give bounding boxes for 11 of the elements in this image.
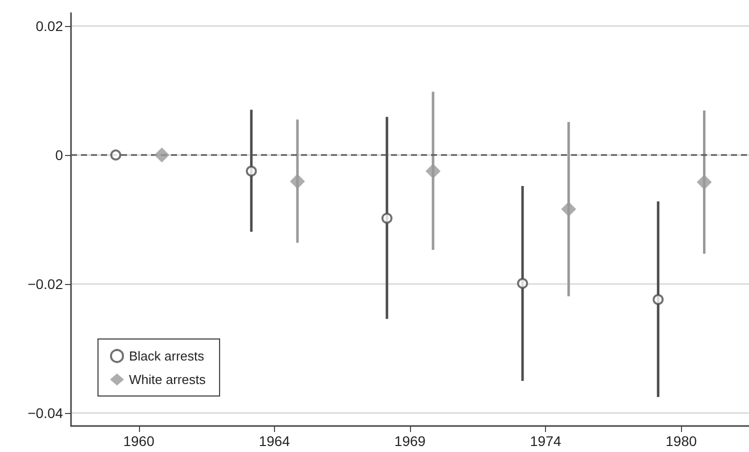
- x-tick-label: 1969: [394, 433, 426, 449]
- legend-label: White arrests: [129, 372, 206, 387]
- y-tick-label: 0: [55, 146, 64, 163]
- legend-label: Black arrests: [129, 348, 205, 364]
- x-tick-label: 1964: [258, 433, 290, 449]
- x-tick-label: 1960: [123, 433, 155, 449]
- y-tick-label: 0.02: [36, 18, 64, 34]
- x-tick-label: 1980: [666, 433, 697, 449]
- y-tick-label: −0.04: [28, 405, 64, 422]
- y-tick-label: −0.02: [28, 276, 64, 292]
- x-tick-label: 1974: [530, 433, 562, 449]
